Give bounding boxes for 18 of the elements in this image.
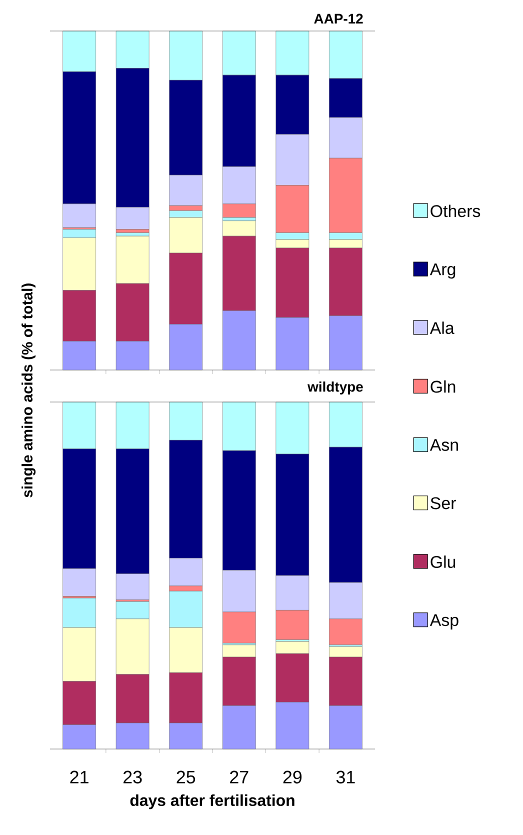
legend-label: Others [430, 204, 480, 218]
x-tick-label: 21 [70, 770, 88, 784]
x-tick-label: 29 [283, 770, 302, 784]
x-axis-title: days after fertilisation [130, 794, 294, 810]
x-tick-label: 23 [124, 770, 142, 784]
legend-label: Glu [430, 556, 456, 568]
legend-label: Asp [430, 614, 458, 630]
x-tick-label: 31 [336, 770, 355, 784]
x-tick-label: 25 [176, 770, 196, 784]
y-axis-title: single amino acids (% of total) [22, 284, 36, 498]
legend-label: Gln [430, 380, 456, 393]
x-tick-label: 27 [230, 770, 248, 784]
legend-label: Ser [430, 497, 456, 510]
chart-title: AAP-12 [314, 14, 363, 24]
chart-title: wildtype [308, 382, 363, 395]
legend-label: Arg [430, 263, 456, 279]
legend-label: Ala [430, 322, 454, 334]
legend-label: Asn [430, 439, 458, 451]
